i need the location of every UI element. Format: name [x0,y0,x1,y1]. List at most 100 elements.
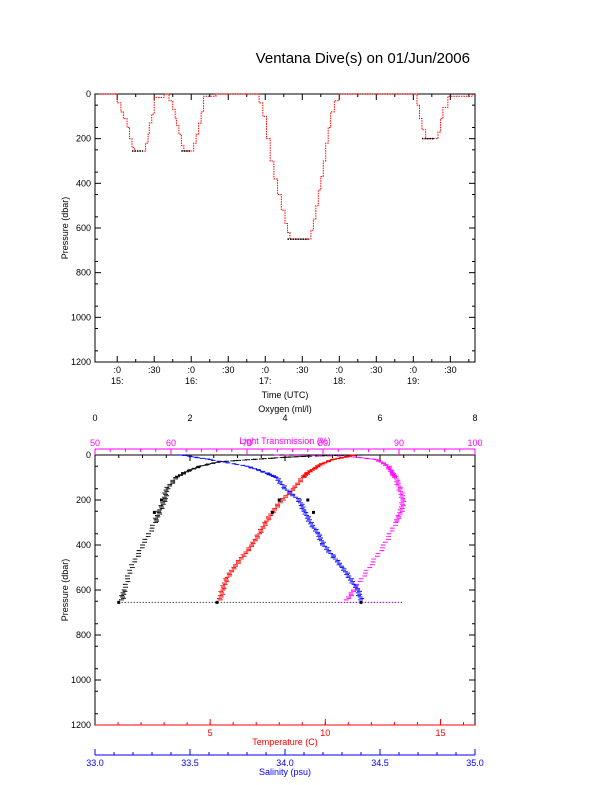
salinity-data-point [350,579,352,581]
oxygen-data-point [160,502,162,504]
oxygen-data-point [126,583,128,585]
salinity-data-point [305,517,307,519]
temperature-data-point [264,526,266,528]
temperature-data-point [248,548,250,550]
light-data-point [390,465,392,467]
temperature-data-point [313,469,315,471]
oxygen-data-point [291,456,293,458]
oxygen-data-point [236,460,239,462]
light-data-point [396,483,399,486]
temperature-data-point [301,479,303,481]
temperature-data-point [228,575,230,577]
salinity-data-point [305,512,308,514]
salinity-data-point [344,569,346,571]
salinity-data-point [340,562,343,564]
oxygen-data-point [141,547,143,549]
salinity-data-point [292,495,294,497]
y-tick-label: 1000 [71,312,91,322]
temperature-data-point [317,464,319,466]
temperature-data-point [283,496,285,498]
salinity-data-point [339,559,341,562]
oxygen-data-point [152,527,154,529]
light-tick-label: 50 [90,438,100,448]
temperature-data-point [220,585,222,587]
light-data-point [346,596,348,598]
salinity-data-point [288,489,290,491]
temperature-data-point [254,535,257,538]
light-data-point [397,481,400,483]
x-tick-label-hour: 16: [185,376,198,386]
temperature-data-point [226,572,228,574]
oxygen-data-point [298,456,300,458]
light-data-point [373,564,375,566]
salinity-data-point [282,488,284,490]
light-data-point [387,467,389,469]
salinity-data-point [334,561,337,563]
salinity-data-point [333,558,335,560]
salinity-data-point [360,590,362,593]
temperature-data-point [315,466,317,468]
salinity-data-point [357,589,359,591]
oxygen-data-point [283,456,285,459]
oxygen-data-point [160,513,163,515]
oxygen-data-point [164,489,166,491]
temperature-data-point [277,506,279,508]
oxygen-data-point [160,503,163,505]
light-data-point [399,490,401,493]
salinity-data-point [297,502,300,504]
light-data-point [398,496,401,498]
temperature-data-point [230,573,232,576]
light-data-point [350,592,353,594]
oxygen-data-point [194,468,196,470]
oxygen-data-point [242,459,244,461]
light-data-point [351,589,353,591]
salinity-data-point [297,499,299,501]
salinity-data-point [334,555,337,557]
temperature-data-point [237,562,239,564]
salinity-data-point [198,457,201,459]
temperature-data-point [244,555,246,557]
oxygen-data-point [127,575,129,577]
oxygen-data-point [125,590,127,593]
oxygen-data-point [135,558,137,560]
light-data-point [399,502,401,504]
light-data-point [286,454,288,456]
oxygen-data-point [173,481,176,483]
salinity-data-point [339,564,341,566]
oxygen-data-point [296,456,298,458]
light-data-point [401,502,403,504]
salinity-data-point [348,576,350,578]
salinity-data-point [346,571,348,573]
light-data-point [403,505,405,507]
oxygen-data-point [156,521,158,524]
temperature-data-point [218,590,220,593]
salinity-data-point [347,572,349,574]
temperature-data-point [283,495,285,497]
light-data-point [402,496,404,498]
temperature-data-point [258,535,260,538]
light-data-point [391,475,394,477]
salinity-data-point [213,459,215,461]
temperature-data-point [222,587,225,590]
oxygen-data-point [164,492,166,494]
light-data-point [394,483,396,486]
light-data-point [382,461,384,463]
temperature-data-point [260,528,262,531]
salinity-data-point [316,531,318,533]
salinity-data-point [349,579,351,581]
temperature-data-point [300,479,302,481]
oxygen-data-point [279,456,281,459]
oxygen-data-point [360,454,362,456]
x-tick-label-hour: 15: [111,376,124,386]
temperature-data-point [322,462,324,465]
temperature-data-point [283,499,285,501]
light-data-point [329,455,331,457]
salinity-data-point [312,527,315,529]
oxygen-data-point [166,500,168,503]
salinity-data-point [277,481,280,483]
temperature-data-point [240,558,242,560]
light-data-point [404,497,406,500]
oxygen-data-point [124,592,126,594]
salinity-data-point [299,499,301,501]
